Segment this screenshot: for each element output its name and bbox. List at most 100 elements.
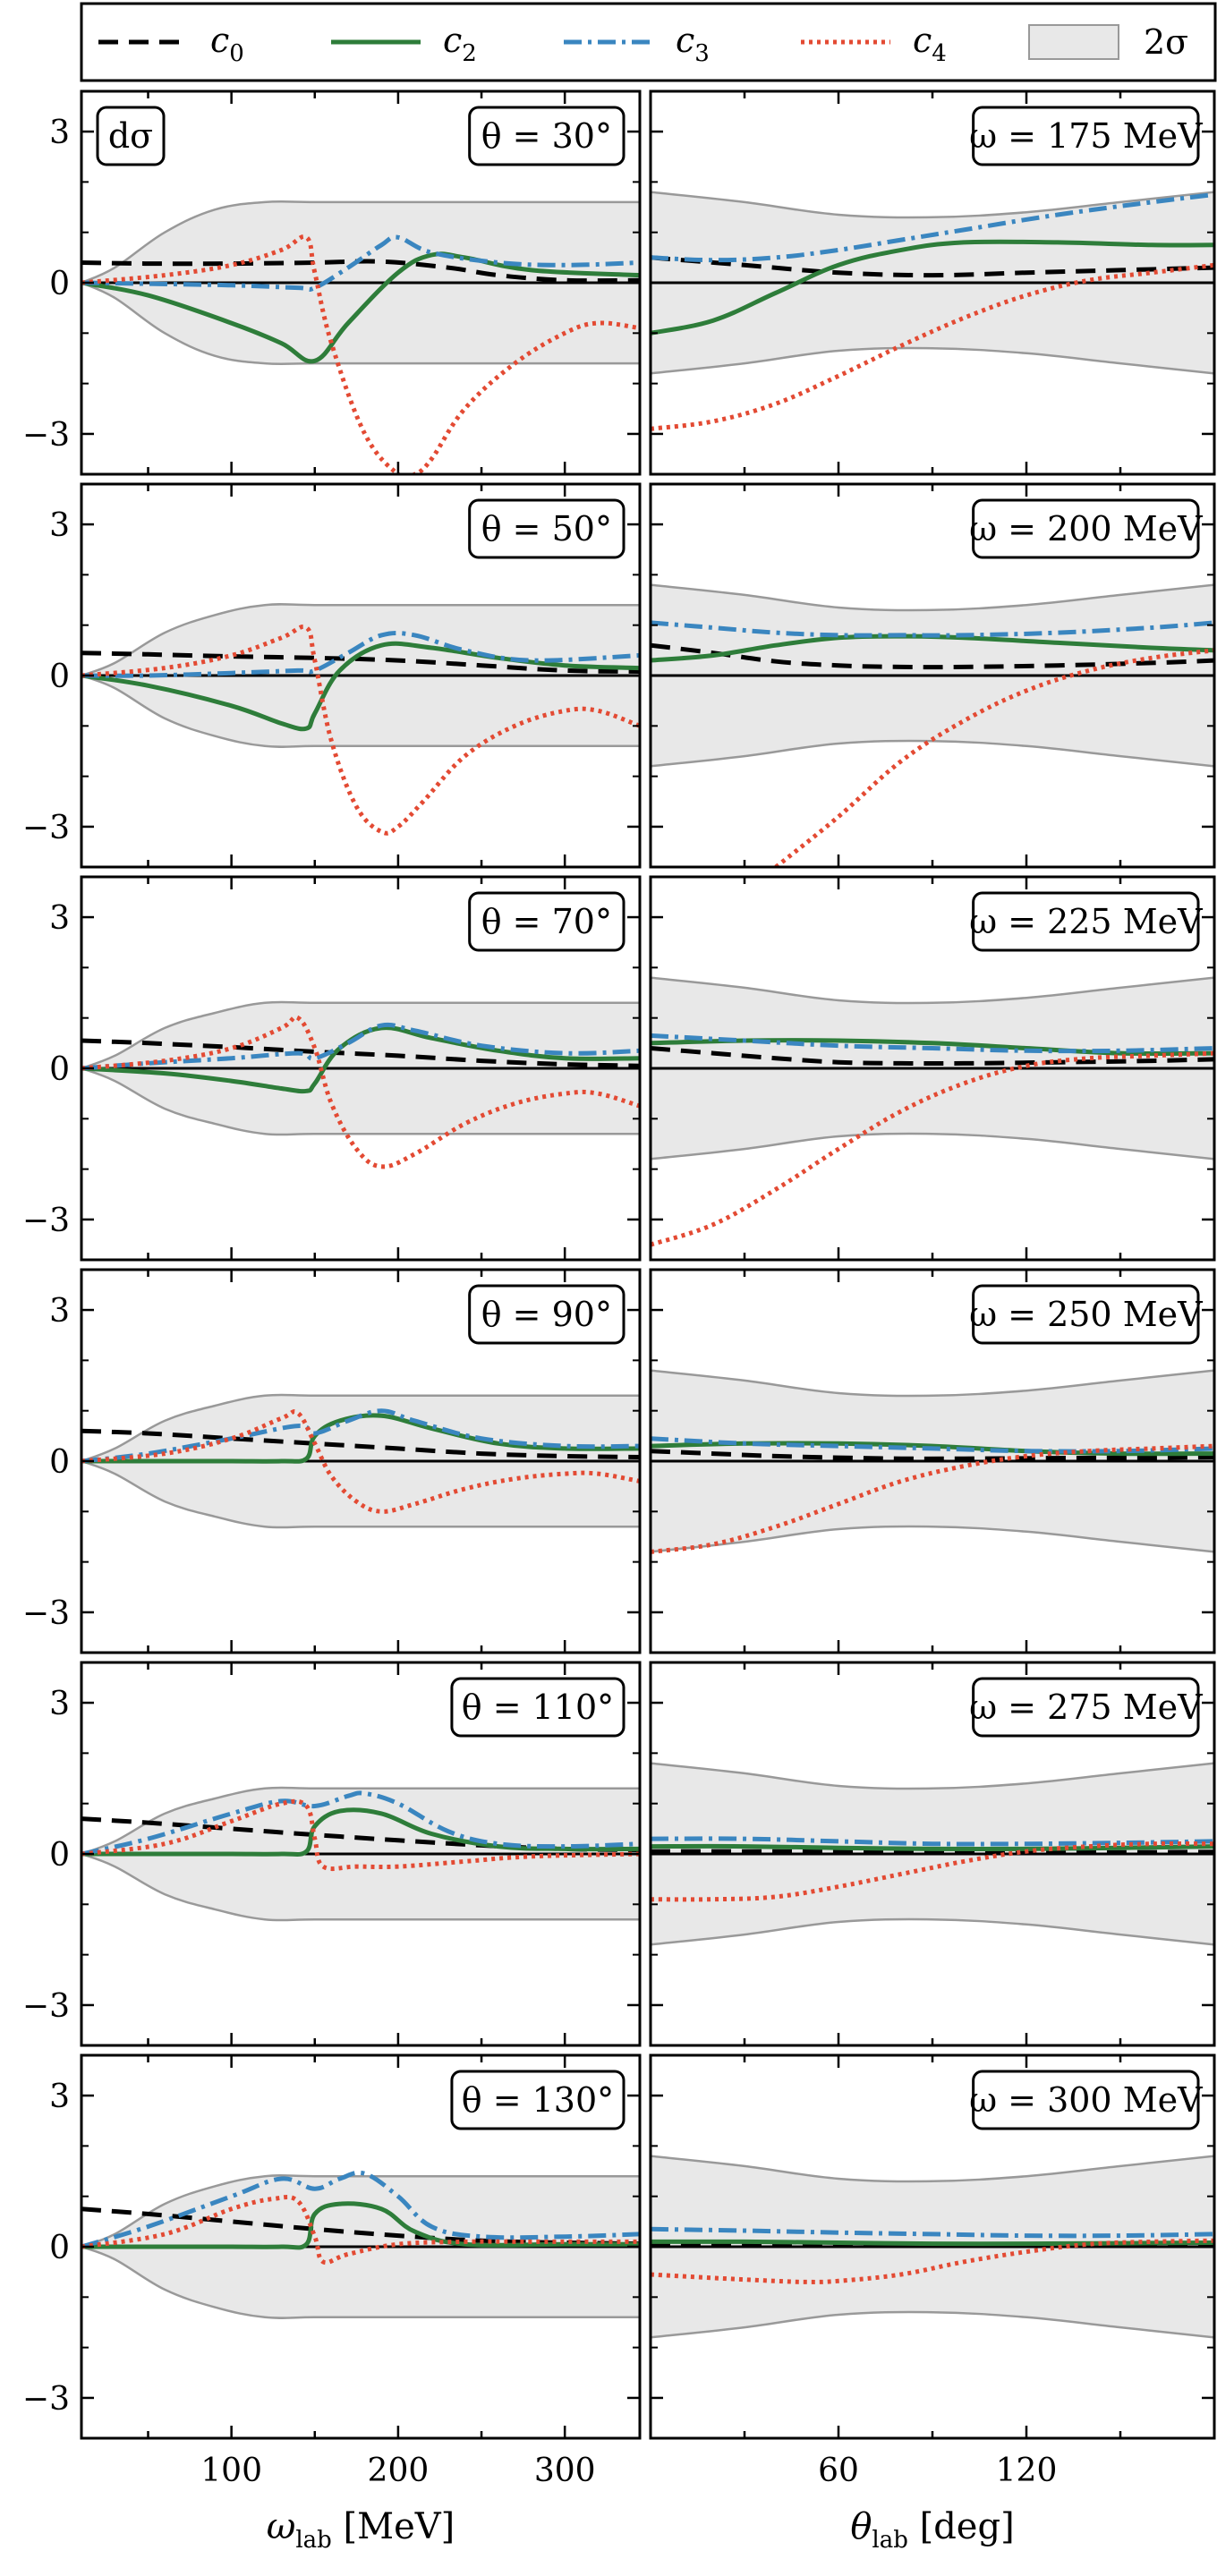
panel-left-row-5: 3 0 −3 θ = 110° bbox=[22, 1661, 642, 2047]
series-c2 bbox=[81, 1807, 640, 1858]
series-c4 bbox=[81, 1015, 640, 1169]
panel-label-box bbox=[972, 1677, 1200, 1738]
series-c0 bbox=[81, 1816, 640, 1852]
panel-label-box bbox=[972, 1284, 1200, 1345]
band-upper-edge bbox=[651, 191, 1214, 219]
band-lower-edge bbox=[81, 1459, 640, 1529]
y-tick-label: 0 bbox=[49, 2230, 70, 2266]
series-c0 bbox=[81, 1428, 640, 1459]
series-c3 bbox=[651, 1033, 1214, 1054]
y-tick-label: 0 bbox=[49, 1837, 70, 1874]
series-c2 bbox=[651, 2239, 1214, 2247]
y-tick-label: 3 bbox=[49, 1686, 70, 1722]
observable-label: dσ bbox=[108, 116, 153, 156]
series-c2 bbox=[651, 1843, 1214, 1852]
series-c4 bbox=[81, 1798, 640, 1872]
panel-label: ω = 175 MeV bbox=[969, 116, 1203, 156]
panel-left-row-4: 3 0 −3 θ = 90° bbox=[22, 1268, 642, 1654]
x-tick-label-right: 120 bbox=[996, 2453, 1058, 2489]
panel-label: ω = 275 MeV bbox=[969, 1688, 1203, 1727]
band-lower-edge bbox=[81, 1852, 640, 1922]
panel-label: ω = 300 MeV bbox=[969, 2080, 1203, 2120]
x-axis-title-right: θlab [deg] bbox=[850, 2506, 1014, 2554]
series-c4 bbox=[651, 262, 1214, 431]
legend-label-c0: c0 bbox=[210, 21, 244, 67]
series-c4 bbox=[774, 648, 1214, 867]
panel-label-box bbox=[468, 498, 626, 559]
panel-label-box bbox=[972, 891, 1200, 952]
x-tick-label-left: 200 bbox=[368, 2453, 430, 2489]
band-lower-edge bbox=[651, 346, 1214, 375]
panel-label: θ = 30° bbox=[481, 116, 612, 156]
panel-label: θ = 130° bbox=[462, 2080, 614, 2120]
band-upper-edge bbox=[651, 1369, 1214, 1398]
series-c4 bbox=[651, 2238, 1214, 2284]
panel-label: θ = 70° bbox=[481, 902, 612, 941]
legend-band-swatch bbox=[1028, 24, 1119, 60]
panel-label-box bbox=[468, 106, 626, 166]
panel-label-box bbox=[468, 1284, 626, 1345]
y-tick-label: 0 bbox=[49, 266, 70, 302]
panel-right-row-4: ω = 250 MeV bbox=[649, 1268, 1216, 1654]
series-c4 bbox=[81, 2194, 640, 2266]
panel-left-row-2: 3 0 −3 θ = 50° bbox=[22, 482, 642, 869]
x-axis-labels: 100 200 300 60 120 ωlab [MeV] θlab [deg] bbox=[200, 2453, 1057, 2554]
series-c3 bbox=[651, 2226, 1214, 2239]
series-c3 bbox=[81, 2170, 640, 2249]
x-tick-label-right: 60 bbox=[818, 2453, 859, 2489]
series-c3 bbox=[81, 630, 640, 678]
band-lower-edge bbox=[651, 1525, 1214, 1553]
y-tick-label: 3 bbox=[49, 1293, 70, 1330]
series-c2 bbox=[81, 251, 640, 364]
observable-label-box bbox=[96, 106, 166, 166]
band-upper-edge bbox=[651, 1762, 1214, 1790]
series-c4 bbox=[81, 234, 640, 474]
series-c3 bbox=[651, 1436, 1214, 1454]
series-c0 bbox=[651, 255, 1214, 278]
x-axis-title-left: ωlab [MeV] bbox=[267, 2506, 455, 2554]
y-tick-label: −3 bbox=[22, 810, 70, 846]
series-c2 bbox=[81, 2201, 640, 2250]
band-upper-edge bbox=[81, 200, 640, 285]
panel-label-box bbox=[468, 891, 626, 952]
y-tick-label: 3 bbox=[49, 2079, 70, 2115]
panel-left-row-3: 3 0 −3 θ = 70° bbox=[22, 875, 642, 1262]
series-c0 bbox=[81, 1038, 640, 1068]
band-upper-edge bbox=[651, 976, 1214, 1005]
y-tick-label: 3 bbox=[49, 507, 70, 544]
series-c0 bbox=[81, 259, 640, 284]
series-c0 bbox=[651, 1449, 1214, 1461]
y-tick-label: −3 bbox=[22, 2381, 70, 2418]
panel-label-box bbox=[972, 106, 1200, 166]
y-tick-label: 0 bbox=[49, 1051, 70, 1088]
series-c2 bbox=[651, 239, 1214, 336]
legend-band-label: 2σ bbox=[1144, 22, 1188, 62]
panel-right-row-3: ω = 225 MeV bbox=[649, 875, 1216, 1262]
series-c0 bbox=[651, 1046, 1214, 1067]
series-c0 bbox=[81, 650, 640, 674]
series-c2 bbox=[651, 633, 1214, 663]
panel-label: θ = 50° bbox=[481, 509, 612, 548]
panel-right-row-2: ω = 200 MeV bbox=[649, 482, 1216, 869]
y-tick-label: 0 bbox=[49, 1444, 70, 1481]
series-c4 bbox=[651, 1443, 1214, 1554]
band-lower-edge bbox=[651, 1132, 1214, 1160]
panel-left-row-6: 3 0 −3 θ = 130° bbox=[22, 2053, 642, 2440]
panel-left-row-1: 3 0 −3 θ = 30° dσ bbox=[22, 89, 642, 476]
y-tick-label: −3 bbox=[22, 1988, 70, 2025]
series-c4 bbox=[81, 624, 640, 836]
panel-label: ω = 225 MeV bbox=[969, 902, 1203, 941]
series-c3 bbox=[81, 1408, 640, 1464]
y-tick-label: −3 bbox=[22, 1595, 70, 1632]
panel-label: θ = 110° bbox=[462, 1688, 614, 1727]
series-c2 bbox=[81, 1025, 640, 1094]
panel-label: θ = 90° bbox=[481, 1295, 612, 1334]
band-lower-edge bbox=[81, 1067, 640, 1136]
band-lower-edge bbox=[651, 1917, 1214, 1946]
series-c0 bbox=[651, 1849, 1214, 1855]
series-c3 bbox=[81, 1022, 640, 1071]
band-lower-edge bbox=[81, 2245, 640, 2319]
y-tick-label: −3 bbox=[22, 417, 70, 454]
panel-label-box bbox=[972, 498, 1200, 559]
